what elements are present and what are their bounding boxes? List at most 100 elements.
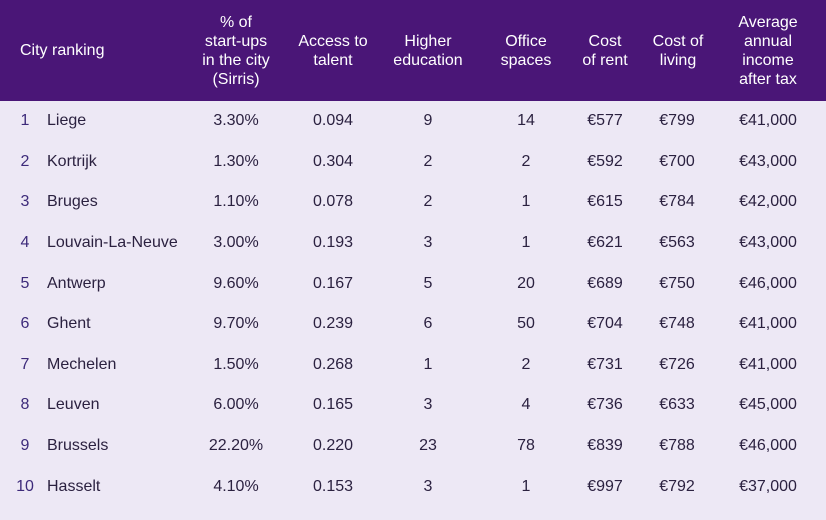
cost-living-value: €750	[659, 274, 695, 292]
city-name: Liege	[47, 112, 87, 130]
higher-education-value: 6	[423, 315, 433, 333]
table-row: 9 Brussels 22.20% 0.220 23 78 €839 €788 …	[0, 426, 826, 467]
cost-rent-value: €997	[587, 477, 623, 495]
avg-income-value: €41,000	[739, 112, 797, 130]
table-header: City ranking % of start-ups in the city …	[0, 0, 826, 101]
rank-number: 4	[20, 234, 30, 252]
pct-startups-value: 3.00%	[213, 234, 259, 252]
header-pct-startups: % of start-ups in the city (Sirris)	[202, 13, 270, 88]
cost-rent-value: €704	[587, 315, 623, 333]
office-spaces-value: 14	[517, 112, 535, 130]
city-name: Kortrijk	[47, 152, 97, 170]
pct-startups-value: 1.10%	[213, 193, 259, 211]
rank-number: 5	[20, 274, 30, 292]
access-talent-value: 0.220	[312, 437, 354, 455]
avg-income-value: €43,000	[739, 234, 797, 252]
access-talent-value: 0.094	[312, 112, 354, 130]
header-office-spaces: Office spaces	[500, 32, 552, 69]
avg-income-value: €41,000	[739, 355, 797, 373]
cost-living-value: €784	[659, 193, 695, 211]
cost-living-value: €633	[659, 396, 695, 414]
cost-living-value: €748	[659, 315, 695, 333]
cost-rent-value: €621	[587, 234, 623, 252]
access-talent-value: 0.078	[312, 193, 354, 211]
table-body: 1 Liege 3.30% 0.094 9 14 €577 €799 €41,0…	[0, 101, 826, 507]
city-name: Mechelen	[47, 355, 117, 373]
cost-rent-value: €736	[587, 396, 623, 414]
table-row: 6 Ghent 9.70% 0.239 6 50 €704 €748 €41,0…	[0, 304, 826, 345]
avg-income-value: €45,000	[739, 396, 797, 414]
access-talent-value: 0.193	[312, 234, 354, 252]
cost-living-value: €799	[659, 112, 695, 130]
avg-income-value: €41,000	[739, 315, 797, 333]
header-cost-rent: Cost of rent	[582, 32, 628, 69]
pct-startups-value: 1.30%	[213, 152, 259, 170]
city-name: Hasselt	[47, 477, 101, 495]
higher-education-value: 1	[423, 355, 433, 373]
office-spaces-value: 2	[521, 355, 531, 373]
avg-income-value: €43,000	[739, 152, 797, 170]
higher-education-value: 3	[423, 396, 433, 414]
header-access-talent: Access to talent	[298, 32, 368, 69]
office-spaces-value: 20	[517, 274, 535, 292]
access-talent-value: 0.304	[312, 152, 354, 170]
pct-startups-value: 6.00%	[213, 396, 259, 414]
header-cost-living: Cost of living	[652, 32, 704, 69]
pct-startups-value: 4.10%	[213, 477, 259, 495]
table-row: 10 Hasselt 4.10% 0.153 3 1 €997 €792 €37…	[0, 466, 826, 507]
table-row: 3 Bruges 1.10% 0.078 2 1 €615 €784 €42,0…	[0, 182, 826, 223]
rank-number: 1	[20, 112, 30, 130]
table-row: 5 Antwerp 9.60% 0.167 5 20 €689 €750 €46…	[0, 263, 826, 304]
header-city-ranking: City ranking	[20, 42, 105, 59]
pct-startups-value: 1.50%	[213, 355, 259, 373]
table-row: 4 Louvain-La-Neuve 3.00% 0.193 3 1 €621 …	[0, 223, 826, 264]
cost-rent-value: €689	[587, 274, 623, 292]
avg-income-value: €42,000	[739, 193, 797, 211]
city-name: Brussels	[47, 437, 109, 455]
rank-number: 6	[20, 315, 30, 333]
pct-startups-value: 9.60%	[213, 274, 259, 292]
higher-education-value: 2	[423, 152, 433, 170]
table-row: 8 Leuven 6.00% 0.165 3 4 €736 €633 €45,0…	[0, 385, 826, 426]
higher-education-value: 2	[423, 193, 433, 211]
avg-income-value: €46,000	[739, 274, 797, 292]
higher-education-value: 3	[423, 234, 433, 252]
higher-education-value: 9	[423, 112, 433, 130]
table-row: 7 Mechelen 1.50% 0.268 1 2 €731 €726 €41…	[0, 345, 826, 386]
access-talent-value: 0.153	[312, 477, 354, 495]
cost-rent-value: €839	[587, 437, 623, 455]
office-spaces-value: 4	[521, 396, 531, 414]
cost-living-value: €726	[659, 355, 695, 373]
cost-rent-value: €731	[587, 355, 623, 373]
cost-rent-value: €577	[587, 112, 623, 130]
access-talent-value: 0.239	[312, 315, 354, 333]
cost-living-value: €563	[659, 234, 695, 252]
rank-number: 9	[20, 437, 30, 455]
access-talent-value: 0.268	[312, 355, 354, 373]
rank-number: 3	[20, 193, 30, 211]
city-name: Leuven	[47, 396, 100, 414]
cost-living-value: €788	[659, 437, 695, 455]
table-row: 2 Kortrijk 1.30% 0.304 2 2 €592 €700 €43…	[0, 142, 826, 183]
office-spaces-value: 1	[521, 234, 531, 252]
cost-rent-value: €615	[587, 193, 623, 211]
higher-education-value: 3	[423, 477, 433, 495]
access-talent-value: 0.167	[312, 274, 354, 292]
city-name: Ghent	[47, 315, 91, 333]
avg-income-value: €37,000	[739, 477, 797, 495]
office-spaces-value: 50	[517, 315, 535, 333]
header-higher-education: Higher education	[393, 32, 463, 69]
pct-startups-value: 9.70%	[213, 315, 259, 333]
avg-income-value: €46,000	[739, 437, 797, 455]
city-name: Bruges	[47, 193, 98, 211]
city-name: Antwerp	[47, 274, 106, 292]
table-row: 1 Liege 3.30% 0.094 9 14 €577 €799 €41,0…	[0, 101, 826, 142]
office-spaces-value: 2	[521, 152, 531, 170]
rank-number: 2	[20, 152, 30, 170]
cost-living-value: €700	[659, 152, 695, 170]
higher-education-value: 23	[419, 437, 437, 455]
city-name: Louvain-La-Neuve	[47, 234, 178, 252]
office-spaces-value: 1	[521, 193, 531, 211]
rank-number: 10	[16, 477, 34, 495]
rank-number: 7	[20, 355, 30, 373]
